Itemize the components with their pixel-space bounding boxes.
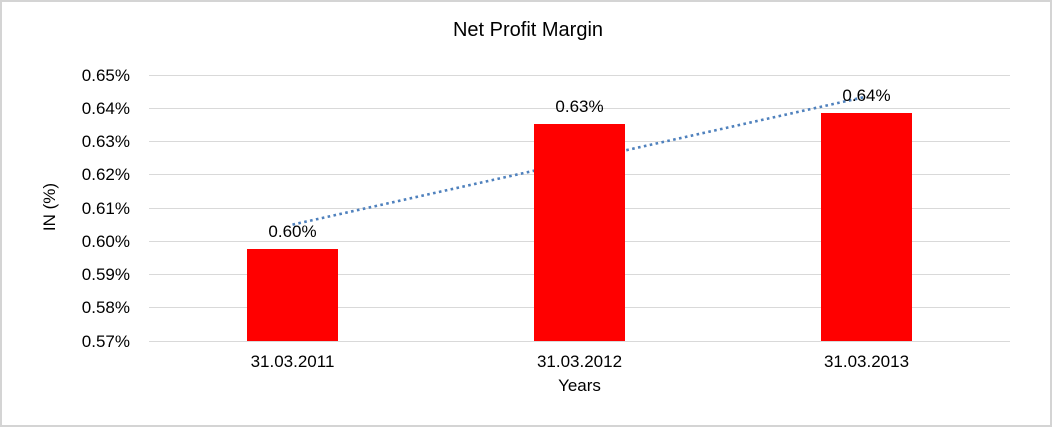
bar xyxy=(247,248,338,341)
gridline xyxy=(149,74,1010,76)
y-tick-label: 0.61% xyxy=(81,198,130,218)
bar xyxy=(821,112,912,341)
bar-data-label: 0.63% xyxy=(555,96,604,116)
x-tick-label: 31.03.2011 xyxy=(250,352,335,371)
y-tick-label: 0.64% xyxy=(81,98,130,118)
chart-title: Net Profit Margin xyxy=(452,19,604,41)
y-tick-label: 0.58% xyxy=(81,298,130,318)
bar xyxy=(534,123,625,341)
y-tick-label: 0.65% xyxy=(81,65,130,85)
x-tick-label: 31.03.2012 xyxy=(536,352,623,371)
x-tick-label: 31.03.2013 xyxy=(823,352,910,371)
bar-data-label: 0.64% xyxy=(842,85,891,105)
y-tick-label: 0.62% xyxy=(81,165,130,185)
bar-data-label: 0.60% xyxy=(268,221,317,241)
x-axis-line xyxy=(149,340,1010,342)
gridline xyxy=(149,107,1010,109)
y-tick-label: 0.60% xyxy=(81,231,130,251)
y-tick-label: 0.59% xyxy=(81,265,130,284)
y-tick-label: 0.63% xyxy=(81,132,130,151)
x-axis-title: Years xyxy=(558,376,601,395)
y-tick-label: 0.57% xyxy=(81,331,130,351)
